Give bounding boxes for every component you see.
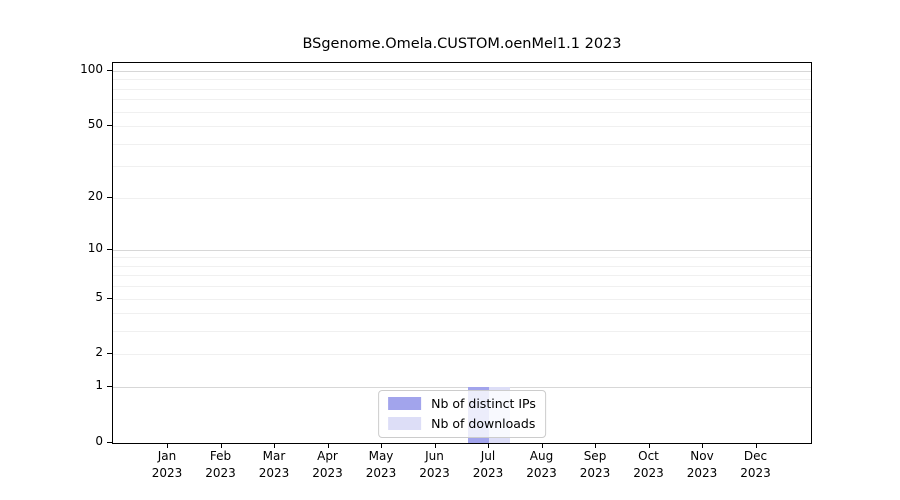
gridline-minor-30 bbox=[113, 166, 811, 168]
x-tick-label-jul: Jul 2023 bbox=[456, 448, 520, 482]
x-tick-year: 2023 bbox=[472, 466, 504, 480]
x-tick-month: Dec bbox=[743, 449, 768, 463]
x-tick-month: Nov bbox=[690, 449, 714, 463]
gridline-minor-4 bbox=[113, 313, 811, 315]
x-tick-year: 2023 bbox=[151, 466, 183, 480]
x-tick-label-feb: Feb 2023 bbox=[189, 448, 253, 482]
gridline-minor-40 bbox=[113, 143, 811, 145]
y-tick-100 bbox=[107, 70, 112, 71]
gridline-major-1 bbox=[113, 387, 811, 389]
x-tick-jul bbox=[488, 444, 489, 448]
chart-title: BSgenome.Omela.CUSTOM.oenMel1.1 2023 bbox=[302, 36, 622, 52]
y-tick-label-10: 10 bbox=[87, 240, 103, 255]
x-tick-feb bbox=[220, 444, 222, 448]
legend-entry-0: Nb of distinct IPs bbox=[388, 396, 536, 411]
y-tick-0 bbox=[107, 442, 112, 443]
x-tick-year: 2023 bbox=[205, 466, 236, 480]
plot-area: Nb of distinct IPs Nb of downloads bbox=[112, 62, 812, 444]
x-tick-label-sep: Sep 2023 bbox=[563, 448, 627, 482]
x-tick-year: 2023 bbox=[312, 466, 343, 480]
x-tick-may bbox=[381, 444, 382, 448]
y-tick-2 bbox=[107, 353, 112, 355]
gridline-minor-90 bbox=[113, 79, 811, 81]
x-tick-jun bbox=[434, 444, 436, 448]
y-tick-label-20: 20 bbox=[87, 188, 103, 203]
x-tick-label-may: May 2023 bbox=[349, 448, 413, 482]
x-tick-label-apr: Apr 2023 bbox=[296, 448, 360, 482]
x-tick-month: Sep bbox=[583, 449, 607, 463]
y-tick-5 bbox=[107, 297, 112, 299]
gridline-minor-9 bbox=[113, 257, 811, 259]
x-tick-apr bbox=[327, 444, 329, 448]
y-tick-20 bbox=[107, 196, 112, 198]
x-tick-year: 2023 bbox=[579, 466, 611, 480]
x-tick-label-oct: Oct 2023 bbox=[617, 448, 681, 482]
x-tick-year: 2023 bbox=[633, 466, 664, 480]
y-tick-10 bbox=[107, 248, 112, 250]
gridline-minor-70 bbox=[113, 99, 811, 101]
x-tick-year: 2023 bbox=[686, 466, 718, 480]
x-tick-nov bbox=[702, 444, 703, 448]
x-tick-month: Feb bbox=[209, 449, 232, 463]
x-tick-label-jun: Jun 2023 bbox=[403, 448, 467, 482]
gridline-minor-7 bbox=[113, 275, 811, 277]
y-tick-50 bbox=[107, 125, 112, 127]
x-tick-oct bbox=[648, 444, 650, 448]
gridline-minor-5 bbox=[113, 298, 811, 300]
x-tick-year: 2023 bbox=[526, 466, 557, 480]
x-tick-jan bbox=[167, 444, 168, 448]
gridline-major-10 bbox=[113, 249, 811, 251]
x-tick-label-dec: Dec 2023 bbox=[724, 448, 788, 482]
y-tick-label-50: 50 bbox=[87, 117, 103, 132]
gridline-minor-80 bbox=[113, 88, 811, 90]
y-tick-1 bbox=[107, 386, 112, 388]
gridline-minor-8 bbox=[113, 265, 811, 267]
x-tick-month: May bbox=[368, 449, 394, 463]
legend: Nb of distinct IPs Nb of downloads bbox=[378, 390, 546, 438]
legend-entry-1: Nb of downloads bbox=[388, 416, 536, 431]
x-tick-month: Mar bbox=[262, 449, 286, 463]
x-tick-month: Jun bbox=[425, 449, 444, 463]
x-tick-month: Jan bbox=[157, 449, 177, 463]
x-tick-aug bbox=[541, 444, 543, 448]
x-tick-year: 2023 bbox=[419, 466, 450, 480]
x-tick-year: 2023 bbox=[365, 466, 397, 480]
x-tick-month: Aug bbox=[529, 449, 554, 463]
y-tick-label-2: 2 bbox=[95, 345, 103, 360]
legend-label-0: Nb of distinct IPs bbox=[431, 396, 536, 411]
x-tick-label-jan: Jan 2023 bbox=[135, 448, 199, 482]
x-tick-month: Oct bbox=[638, 449, 659, 463]
x-tick-dec bbox=[755, 444, 757, 448]
x-tick-month: Jul bbox=[480, 449, 496, 463]
gridline-minor-6 bbox=[113, 286, 811, 288]
x-tick-month: Apr bbox=[317, 449, 338, 463]
y-tick-label-1: 1 bbox=[95, 378, 103, 393]
gridline-minor-2 bbox=[113, 354, 811, 356]
x-tick-sep bbox=[595, 444, 596, 448]
y-tick-label-5: 5 bbox=[95, 289, 103, 304]
x-tick-label-nov: Nov 2023 bbox=[670, 448, 734, 482]
legend-swatch-0 bbox=[388, 397, 422, 410]
x-tick-label-mar: Mar 2023 bbox=[242, 448, 306, 482]
gridline-minor-3 bbox=[113, 331, 811, 333]
legend-swatch-1 bbox=[388, 417, 422, 430]
y-tick-label-100: 100 bbox=[80, 62, 103, 76]
y-tick-label-0: 0 bbox=[95, 434, 103, 448]
x-tick-label-aug: Aug 2023 bbox=[510, 448, 574, 482]
x-tick-year: 2023 bbox=[740, 466, 771, 480]
x-tick-year: 2023 bbox=[258, 466, 290, 480]
gridline-minor-60 bbox=[113, 111, 811, 113]
gridline-minor-20 bbox=[113, 197, 811, 199]
legend-label-1: Nb of downloads bbox=[431, 416, 536, 431]
gridline-major-100 bbox=[113, 71, 811, 72]
gridline-minor-50 bbox=[113, 126, 811, 128]
x-tick-mar bbox=[274, 444, 275, 448]
